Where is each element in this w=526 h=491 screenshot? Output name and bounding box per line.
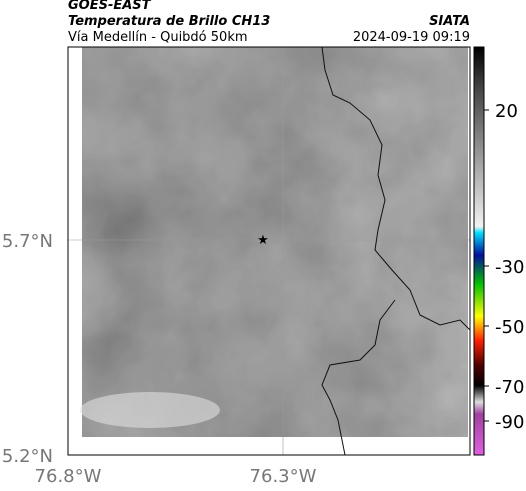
border-line — [321, 46, 471, 331]
map-frame — [67, 46, 471, 456]
lat-label: 5.7°N — [2, 231, 53, 252]
colorbar-tick-label: -30 — [495, 257, 524, 278]
map-panel: ★ — [67, 46, 471, 456]
lat-label: 5.2°N — [2, 446, 53, 467]
colorbar-tick-label: 20 — [495, 101, 518, 122]
colorbar-tick-label: -70 — [495, 377, 524, 398]
timestamp: 2024-09-19 09:19 — [353, 30, 470, 45]
location-star: ★ — [257, 233, 269, 248]
source: SIATA — [429, 14, 470, 29]
cloud-texture — [82, 47, 468, 437]
lon-label: 76.3°W — [250, 466, 317, 487]
title: GOES-EAST — [68, 0, 152, 13]
region: Vía Medellín - Quibdó 50km — [68, 30, 248, 45]
border-line — [321, 299, 396, 456]
colorbar-tick-label: -90 — [495, 412, 524, 433]
colorbar-ticks: 20 -30 -50 -70 -90 — [484, 101, 524, 433]
bright-cloud — [80, 392, 220, 428]
colorbar-tick-label: -50 — [495, 317, 524, 338]
subtitle: Temperatura de Brillo CH13 — [68, 14, 270, 29]
colorbar — [473, 46, 485, 456]
lon-label: 76.8°W — [35, 466, 102, 487]
